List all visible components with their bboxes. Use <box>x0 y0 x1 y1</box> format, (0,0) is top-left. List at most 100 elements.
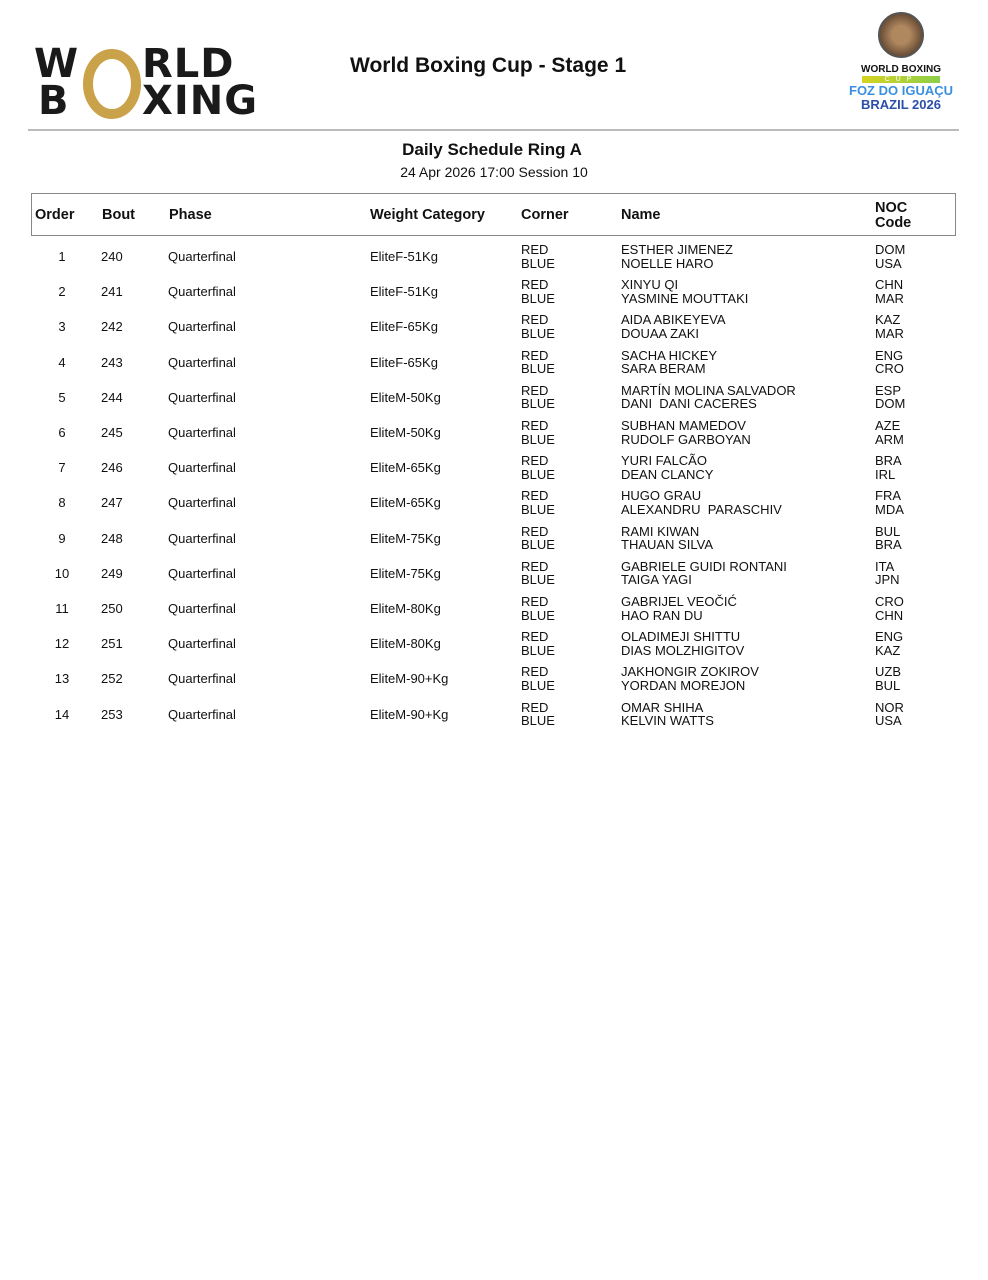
weight-category: EliteM-50Kg <box>370 425 441 440</box>
corner: BLUE <box>521 466 555 482</box>
boxer-name: SUBHAN MAMEDOV <box>621 418 746 433</box>
weight-category: EliteM-90+Kg <box>370 706 449 722</box>
boxer-name: AIDA ABIKEYEVA <box>621 312 726 328</box>
noc-code-cell: UZB BUL <box>875 665 901 692</box>
noc-code: ESP <box>875 382 902 398</box>
boxer-name: MARTÍN MOLINA SALVADOR <box>621 382 796 398</box>
noc-code: UZB <box>875 664 901 680</box>
event-logo-line: FOZ DO IGUAÇU <box>849 83 953 98</box>
phase: Quarterfinal <box>168 425 236 440</box>
weight-category: EliteM-80Kg <box>370 636 441 652</box>
corner: BLUE <box>521 642 555 658</box>
phase: Quarterfinal <box>168 636 236 652</box>
table-row: 14 253 Quarterfinal EliteM-90+Kg RED BLUE OMAR… <box>0 701 988 731</box>
corner: RED <box>521 664 549 680</box>
logo-letter: W <box>34 41 80 87</box>
corner: RED <box>521 453 549 469</box>
boxer-name: HAO RAN DU <box>621 607 703 623</box>
table-row: 6 245 Quarterfinal EliteM-50Kg RED BLUE SUBHAN… <box>0 419 988 449</box>
bout: 240 <box>101 249 123 264</box>
order: 6 <box>58 425 66 440</box>
noc-code-cell: ENG KAZ <box>875 630 903 657</box>
corner: BLUE <box>521 501 555 517</box>
corner-cell: RED BLUE <box>521 278 555 305</box>
noc-code-cell: BUL BRA <box>875 525 902 552</box>
weight-category: EliteF-65Kg <box>370 319 438 335</box>
boxer-name-cell: YURI FALCÃO DEAN CLANCY <box>621 454 713 481</box>
boxer-name: GABRIJEL VEOČIĆ <box>621 594 737 609</box>
order: 5 <box>58 389 66 405</box>
noc-code-cell: ESP DOM <box>875 384 905 411</box>
corner: RED <box>521 382 549 398</box>
noc-code-cell: ENG CRO <box>875 349 904 376</box>
boxer-name-cell: JAKHONGIR ZOKIROV YORDAN MOREJON <box>621 665 759 692</box>
noc-code: KAZ <box>875 312 901 328</box>
table-row: 12 251 Quarterfinal EliteM-80Kg RED BLUE OLADI… <box>0 630 988 660</box>
bout: 244 <box>101 389 123 405</box>
bout: 252 <box>101 671 123 687</box>
order: 11 <box>55 601 69 616</box>
corner-cell: RED BLUE <box>521 243 555 270</box>
noc-code-cell: KAZ MAR <box>875 313 904 340</box>
corner: BLUE <box>521 290 555 306</box>
boxer-name-cell: HUGO GRAU ALEXANDRU PARASCHIV <box>621 489 782 516</box>
corner: BLUE <box>521 677 555 693</box>
order: 14 <box>54 706 70 722</box>
weight-category: EliteF-51Kg <box>370 284 438 300</box>
corner-cell: RED BLUE <box>521 313 555 340</box>
noc-code: ENG <box>875 629 904 645</box>
order: 3 <box>58 319 66 335</box>
noc-code: USA <box>875 713 902 729</box>
order: 9 <box>58 530 66 546</box>
order: 13 <box>54 671 70 687</box>
noc-code: CRO <box>875 594 904 609</box>
corner: RED <box>521 312 549 328</box>
corner: RED <box>521 488 549 504</box>
corner-cell: RED BLUE <box>521 384 555 411</box>
bout: 241 <box>101 284 123 300</box>
boxer-name: NOELLE HARO <box>621 255 714 271</box>
noc-code: JPN <box>875 572 900 588</box>
boxer-name: YURI FALCÃO <box>621 453 707 469</box>
table-row: 4 243 Quarterfinal EliteF-65Kg RED BLUE SACHA … <box>0 349 988 379</box>
corner-cell: RED BLUE <box>521 454 555 481</box>
noc-code: MDA <box>875 501 904 517</box>
noc-code: FRA <box>875 488 901 504</box>
event-logo-line: WORLD BOXING <box>861 64 941 75</box>
schedule-subtitle: 24 Apr 2026 17:00 Session 10 <box>400 164 588 180</box>
bout: 243 <box>101 354 123 370</box>
noc-code-cell: CRO CHN <box>875 595 904 622</box>
noc-code: BUL <box>875 677 901 693</box>
bout: 253 <box>101 706 123 722</box>
table-row: 11 250 Quarterfinal EliteM-80Kg RED BLUE GABRI… <box>0 595 988 625</box>
boxer-name-cell: AIDA ABIKEYEVA DOUAA ZAKI <box>621 313 726 340</box>
noc-code: ITA <box>875 558 895 574</box>
corner: RED <box>521 347 549 363</box>
weight-category: EliteM-65Kg <box>370 460 441 476</box>
bout: 246 <box>101 460 123 476</box>
boxer-name: TAIGA YAGI <box>621 572 692 588</box>
phase: Quarterfinal <box>168 565 236 581</box>
noc-code: USA <box>875 255 902 271</box>
table-row: 13 252 Quarterfinal EliteM-90+Kg RED BLUE JAKH… <box>0 665 988 695</box>
corner: BLUE <box>521 713 555 729</box>
weight-category: EliteM-65Kg <box>370 495 441 511</box>
boxer-name: DEAN CLANCY <box>621 466 714 482</box>
table-header: Order Bout Phase Weight Category Corner … <box>31 193 956 236</box>
corner: RED <box>521 558 549 574</box>
boxer-name: DOUAA ZAKI <box>621 325 700 341</box>
weight-category: EliteM-90+Kg <box>370 671 449 687</box>
noc-code: AZE <box>875 418 901 433</box>
noc-code: MAR <box>875 325 904 341</box>
col-weight: Weight Category <box>370 207 485 223</box>
logo-ring-icon <box>83 49 141 119</box>
table-row: 8 247 Quarterfinal EliteM-65Kg RED BLUE HUGO G… <box>0 489 988 519</box>
noc-code: ENG <box>875 347 904 363</box>
boxer-name-cell: ESTHER JIMENEZ NOELLE HARO <box>621 243 733 270</box>
boxer-name: XINYU QI <box>621 277 679 293</box>
corner: BLUE <box>521 325 555 341</box>
corner: RED <box>521 523 549 539</box>
noc-code: DOM <box>875 396 906 412</box>
table-row: 5 244 Quarterfinal EliteM-50Kg RED BLUE MARTÍN… <box>0 384 988 414</box>
corner-cell: RED BLUE <box>521 525 555 552</box>
